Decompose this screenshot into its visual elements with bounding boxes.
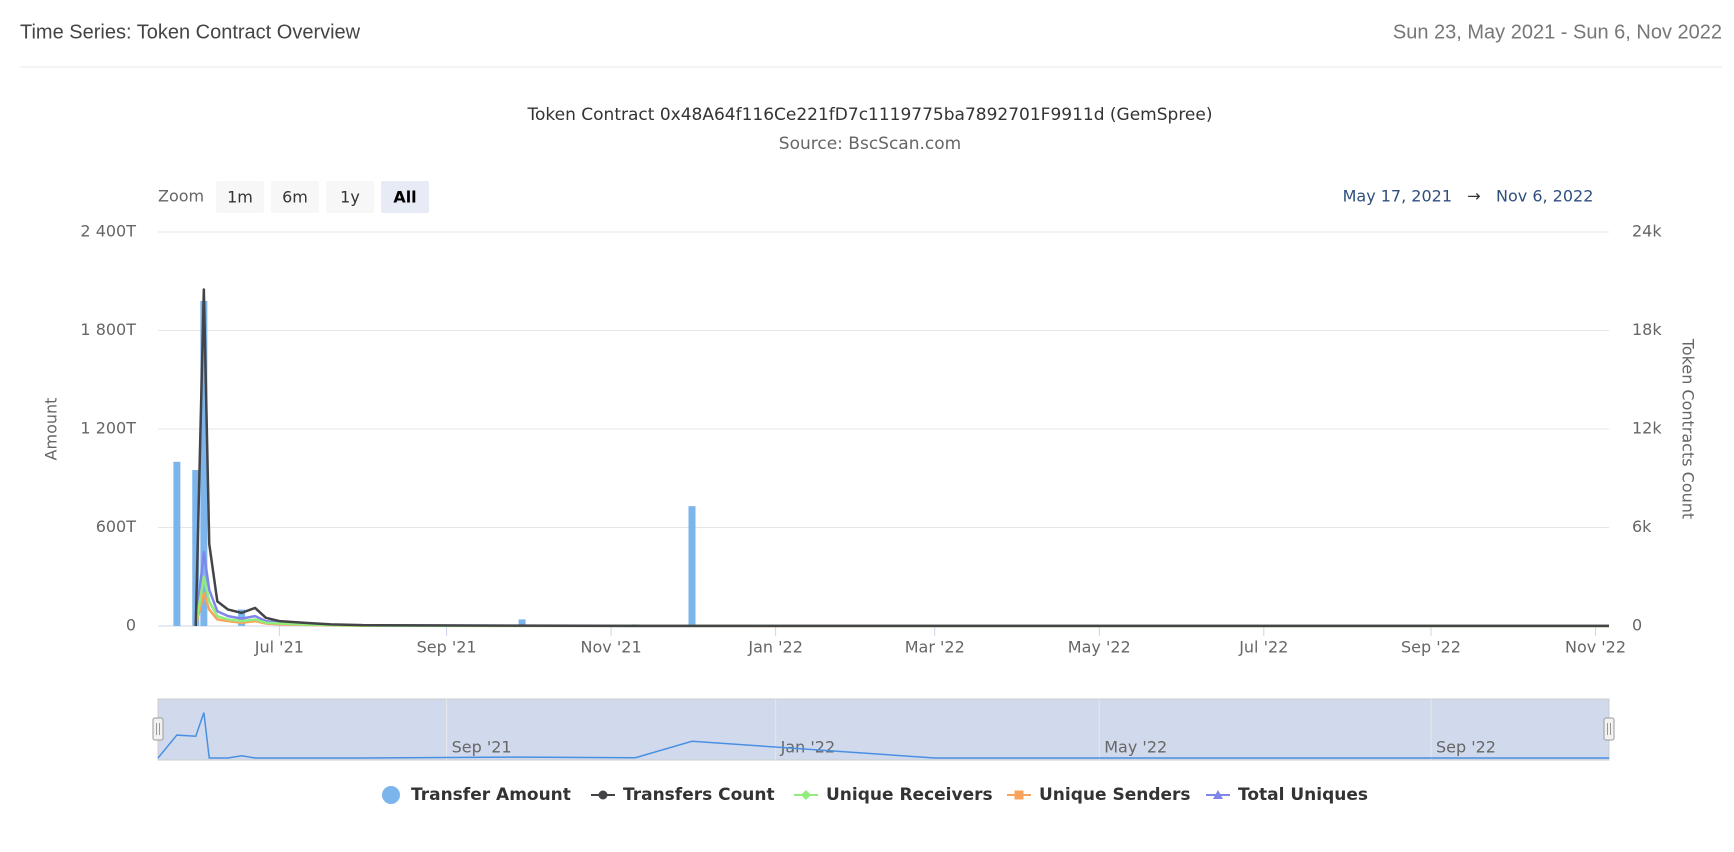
header-title: Time Series: Token Contract Overview — [20, 21, 361, 43]
range-arrow: → — [1467, 187, 1480, 206]
legend-symbol — [382, 786, 400, 804]
chart-subtitle: Source: BscScan.com — [779, 134, 961, 154]
y2-axis-title: Token Contracts Count — [1679, 338, 1698, 519]
x-tick-label: May '22 — [1068, 638, 1131, 657]
bar — [173, 461, 181, 626]
bar — [192, 470, 200, 626]
navigator-handle[interactable] — [1603, 717, 1615, 741]
range-to[interactable]: Nov 6, 2022 — [1496, 187, 1593, 206]
legend-label[interactable]: Unique Senders — [1039, 785, 1191, 805]
zoom-button-label[interactable]: 1m — [227, 188, 253, 207]
header-date-range: Sun 23, May 2021 - Sun 6, Nov 2022 — [1393, 21, 1722, 43]
y-tick-label: 2 400T — [80, 222, 136, 241]
y2-tick-label: 12k — [1632, 419, 1662, 438]
zoom-button[interactable] — [271, 181, 319, 213]
bar — [200, 300, 208, 626]
zoom-button[interactable] — [216, 181, 264, 213]
navigator-tick-label: Jan '22 — [780, 738, 836, 757]
x-tick-label: Sep '22 — [1401, 638, 1461, 657]
y-tick-label: 0 — [126, 616, 136, 635]
navigator-bg — [157, 698, 1610, 761]
legend-symbol — [1014, 790, 1024, 800]
navigator-tick-label: Sep '21 — [452, 738, 512, 757]
zoom-button[interactable] — [326, 181, 374, 213]
legend-symbol — [598, 790, 608, 800]
zoom-button-label[interactable]: All — [393, 188, 416, 207]
x-tick-label: Jul '21 — [254, 638, 304, 657]
navigator-handle-grip — [156, 723, 160, 735]
range-from[interactable]: May 17, 2021 — [1343, 187, 1452, 206]
x-tick-label: Jul '22 — [1238, 638, 1288, 657]
legend-label[interactable]: Transfers Count — [623, 785, 775, 805]
chart-title: Token Contract 0x48A64f116Ce221fD7c11197… — [527, 105, 1213, 125]
navigator-tick-label: Sep '22 — [1436, 738, 1496, 757]
legend-label[interactable]: Total Uniques — [1238, 785, 1368, 805]
navigator-handle-grip — [1607, 723, 1611, 735]
navigator-line — [157, 712, 1609, 759]
zoom-button[interactable] — [381, 181, 429, 213]
y2-tick-label: 0 — [1632, 616, 1642, 635]
bar — [518, 619, 526, 626]
legend-symbol — [1213, 790, 1223, 799]
zoom-label: Zoom — [158, 187, 204, 206]
y-axis-title: Amount — [42, 398, 61, 461]
navigator-tick-label: May '22 — [1104, 738, 1167, 757]
x-tick-label: Nov '21 — [581, 638, 642, 657]
x-tick-label: Nov '22 — [1565, 638, 1626, 657]
legend-label[interactable]: Unique Receivers — [826, 785, 993, 805]
y-tick-label: 600T — [96, 517, 137, 536]
y2-tick-label: 6k — [1632, 517, 1652, 536]
y2-tick-label: 18k — [1632, 320, 1662, 339]
navigator-handle[interactable] — [152, 717, 164, 741]
y2-tick-label: 24k — [1632, 222, 1662, 241]
legend-symbol — [801, 790, 811, 800]
y-tick-label: 1 200T — [80, 419, 136, 438]
bar — [688, 506, 696, 626]
zoom-button-label[interactable]: 1y — [340, 188, 360, 207]
x-tick-label: Sep '21 — [417, 638, 477, 657]
legend-label[interactable]: Transfer Amount — [411, 785, 571, 805]
zoom-button-label[interactable]: 6m — [282, 188, 308, 207]
x-tick-label: Jan '22 — [747, 638, 803, 657]
x-tick-label: Mar '22 — [905, 638, 965, 657]
y-tick-label: 1 800T — [80, 320, 136, 339]
line-series — [194, 288, 1609, 628]
